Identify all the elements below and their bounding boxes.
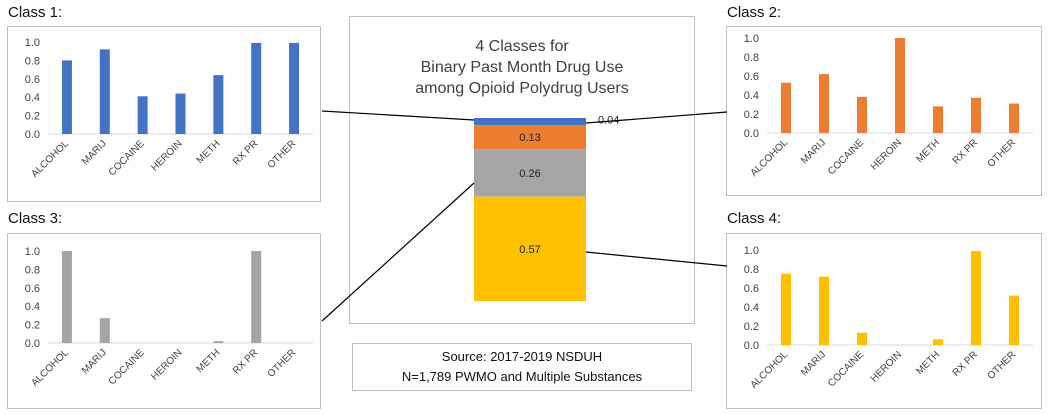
y-tick-label: 1.0	[25, 37, 40, 49]
class-3-title: Class 3:	[8, 210, 63, 227]
x-tick-label: MARIJ	[80, 347, 109, 376]
y-tick-label: 0.8	[744, 52, 759, 64]
source-box: Source: 2017-2019 NSDUH N=1,789 PWMO and…	[352, 343, 692, 391]
y-tick-label: 0.2	[744, 321, 759, 333]
bar	[781, 273, 791, 345]
y-tick-label: 0.4	[25, 92, 40, 104]
x-tick-label: RX PR	[951, 137, 980, 166]
x-tick-label: OTHER	[266, 347, 299, 380]
x-tick-label: MARIJ	[799, 137, 828, 166]
bar	[99, 318, 110, 343]
x-tick-label: COCAINE	[107, 347, 147, 387]
x-tick-label: METH	[914, 137, 942, 165]
source-line-2: N=1,789 PWMO and Multiple Substances	[401, 369, 643, 384]
bar	[289, 42, 300, 134]
x-tick-label: METH	[195, 347, 223, 375]
y-tick-label: 0.0	[25, 338, 40, 350]
class-4-title: Class 4:	[727, 210, 782, 227]
x-tick-label: HEROIN	[869, 349, 904, 384]
bar	[251, 42, 262, 134]
class-2-title: Class 2:	[727, 4, 782, 21]
bar	[933, 106, 943, 133]
class-4-chart-box: 0.0 0.2 0.4 0.6 0.8 1.0 ALCOHOL MARIJ COCAINE HER…	[726, 233, 1042, 409]
x-tick-label: METH	[914, 349, 942, 377]
x-tick-label: RX PR	[231, 347, 260, 376]
stacked-title-line-2: Binary Past Month Drug Use	[420, 59, 624, 76]
bar	[819, 276, 829, 345]
x-tick-label: OTHER	[266, 138, 299, 171]
x-tick-label: COCAINE	[826, 349, 866, 389]
x-tick-label: MARIJ	[799, 349, 828, 378]
x-tick-label: HEROIN	[149, 347, 184, 382]
y-tick-label: 0.4	[744, 90, 759, 102]
x-tick-label: ALCOHOL	[29, 138, 71, 180]
y-tick-label: 0.0	[25, 129, 40, 141]
x-tick-label: COCAINE	[107, 138, 147, 178]
bar	[895, 38, 905, 133]
y-tick-label: 0.6	[25, 74, 40, 86]
bar	[971, 250, 981, 345]
x-tick-label: ALCOHOL	[749, 137, 791, 179]
x-tick-label: COCAINE	[826, 137, 866, 177]
bar	[213, 75, 224, 134]
x-tick-label: HEROIN	[149, 138, 184, 173]
y-tick-label: 0.8	[25, 264, 40, 276]
bar	[1009, 103, 1019, 133]
y-tick-label: 0.8	[744, 264, 759, 276]
source-line-1: Source: 2017-2019 NSDUH	[441, 349, 603, 364]
x-tick-label: OTHER	[986, 137, 1019, 170]
y-tick-label: 1.0	[744, 33, 759, 45]
y-tick-label: 0.6	[744, 283, 759, 295]
stacked-title-line-1: 4 Classes for	[475, 38, 569, 55]
x-tick-label: MARIJ	[80, 138, 109, 167]
y-tick-label: 0.8	[25, 55, 40, 67]
x-tick-label: ALCOHOL	[29, 347, 71, 389]
stacked-chart-title: 4 Classes for Binary Past Month Drug Use…	[351, 36, 693, 99]
class-1-chart-box: 0.0 0.2 0.4 0.6 0.8 1.0 ALCOHOL MARIJ COCAINE HER…	[7, 26, 321, 202]
x-tick-label: RX PR	[231, 138, 260, 167]
x-tick-label: ALCOHOL	[749, 349, 791, 391]
stacked-title-line-3: among Opioid Polydrug Users	[415, 80, 629, 97]
y-tick-label: 0.4	[744, 302, 759, 314]
bar	[61, 60, 72, 134]
bar	[251, 251, 262, 343]
bar	[819, 74, 829, 133]
bar	[99, 49, 110, 134]
bar	[857, 96, 867, 133]
x-tick-label: HEROIN	[869, 137, 904, 172]
bar	[971, 97, 981, 133]
x-tick-label: METH	[195, 138, 223, 166]
y-tick-label: 1.0	[25, 246, 40, 258]
y-tick-label: 0.2	[25, 111, 40, 123]
x-tick-label: OTHER	[986, 349, 1019, 382]
bar	[137, 96, 148, 134]
bar	[213, 341, 224, 343]
y-tick-label: 0.0	[744, 128, 759, 140]
y-tick-label: 0.4	[25, 301, 40, 313]
bar	[933, 339, 943, 345]
bar	[61, 251, 72, 343]
class-1-title: Class 1:	[8, 4, 63, 21]
y-tick-label: 1.0	[744, 245, 759, 257]
y-tick-label: 0.6	[744, 71, 759, 83]
y-tick-label: 0.2	[744, 109, 759, 121]
class-3-chart-box: 0.0 0.2 0.4 0.6 0.8 1.0 ALCOHOL MARIJ COCAINE HER…	[7, 233, 321, 409]
bar	[1009, 295, 1019, 345]
bar	[175, 93, 186, 134]
y-tick-label: 0.0	[744, 340, 759, 352]
x-tick-label: RX PR	[951, 349, 980, 378]
class-2-chart-box: 0.0 0.2 0.4 0.6 0.8 1.0 ALCOHOL MARIJ COCAINE HER…	[726, 26, 1042, 196]
bar	[781, 82, 791, 133]
y-tick-label: 0.6	[25, 283, 40, 295]
bar	[857, 332, 867, 345]
y-tick-label: 0.2	[25, 320, 40, 332]
